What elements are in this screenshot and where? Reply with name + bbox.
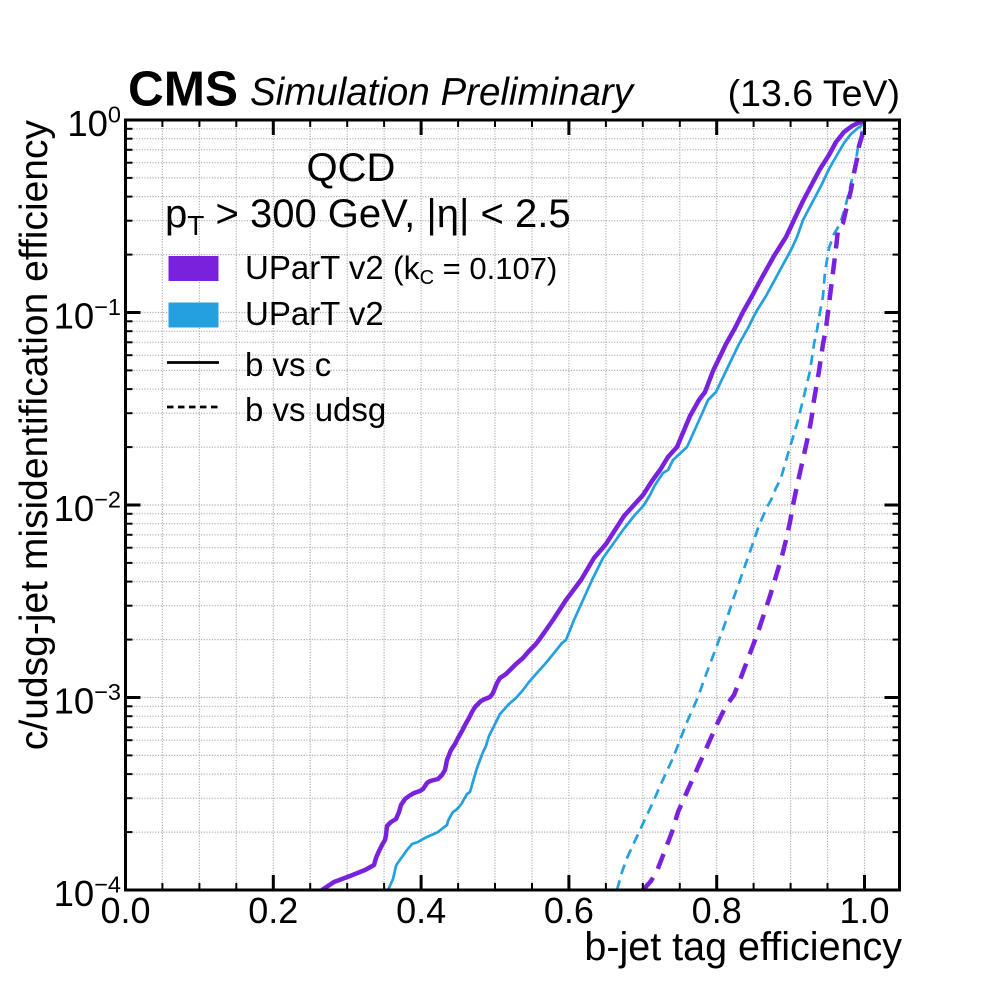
svg-text:UParT v2: UParT v2 xyxy=(245,295,384,332)
svg-text:b vs udsg: b vs udsg xyxy=(245,391,386,428)
svg-text:c/udsg-jet misidentification e: c/udsg-jet misidentification efficiency xyxy=(13,120,56,751)
svg-text:10−2: 10−2 xyxy=(54,487,121,530)
svg-text:pT > 300 GeV, |η| < 2.5: pT > 300 GeV, |η| < 2.5 xyxy=(165,192,571,241)
svg-text:QCD: QCD xyxy=(307,146,396,190)
svg-text:0.2: 0.2 xyxy=(248,890,298,931)
svg-text:0.6: 0.6 xyxy=(544,890,594,931)
svg-text:0.4: 0.4 xyxy=(396,890,446,931)
svg-text:b-jet tag efficiency: b-jet tag efficiency xyxy=(584,925,902,969)
svg-text:b vs c: b vs c xyxy=(245,346,331,383)
svg-text:UParT v2 (kC = 0.107): UParT v2 (kC = 0.107) xyxy=(245,249,557,289)
svg-text:(13.6 TeV): (13.6 TeV) xyxy=(728,72,900,114)
svg-text:Simulation Preliminary: Simulation Preliminary xyxy=(250,71,636,114)
svg-text:10−1: 10−1 xyxy=(54,294,121,337)
svg-text:CMS: CMS xyxy=(128,62,238,117)
svg-text:0.8: 0.8 xyxy=(692,890,742,931)
svg-text:1.0: 1.0 xyxy=(839,890,889,931)
svg-text:0.0: 0.0 xyxy=(100,890,150,931)
